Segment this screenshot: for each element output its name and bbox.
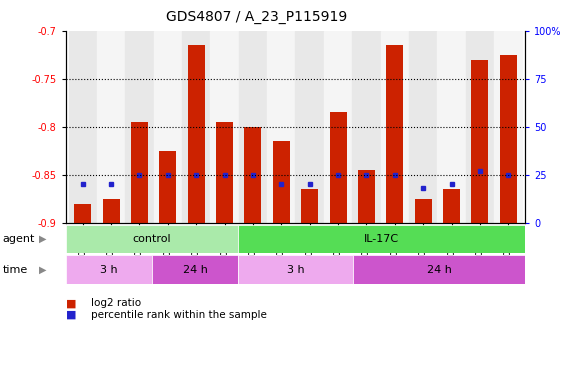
Bar	[494, 31, 522, 223]
Text: IL-17C: IL-17C	[364, 234, 399, 244]
Text: 24 h: 24 h	[427, 265, 452, 275]
Text: percentile rank within the sample: percentile rank within the sample	[91, 310, 267, 320]
Text: agent: agent	[3, 234, 35, 244]
Bar	[296, 31, 324, 223]
Text: 3 h: 3 h	[287, 265, 304, 275]
Bar	[69, 31, 97, 223]
Bar	[97, 31, 125, 223]
Text: 3 h: 3 h	[100, 265, 118, 275]
Bar	[381, 31, 409, 223]
Bar	[154, 31, 182, 223]
Text: time: time	[3, 265, 28, 275]
Bar	[409, 31, 437, 223]
Text: GDS4807 / A_23_P115919: GDS4807 / A_23_P115919	[166, 10, 348, 23]
Bar	[66, 255, 152, 284]
Bar	[472, 60, 488, 223]
Text: control: control	[132, 234, 171, 244]
Bar	[152, 255, 238, 284]
Bar	[188, 45, 204, 223]
Bar	[437, 31, 466, 223]
Text: ■: ■	[66, 310, 76, 320]
Bar	[159, 151, 176, 223]
Bar	[74, 204, 91, 223]
Bar	[103, 199, 119, 223]
Bar	[66, 225, 238, 253]
Bar	[125, 31, 154, 223]
Bar	[238, 255, 353, 284]
Text: ■: ■	[66, 298, 76, 308]
Bar	[301, 189, 318, 223]
Bar	[500, 55, 517, 223]
Bar	[238, 225, 525, 253]
Bar	[387, 45, 403, 223]
Bar	[244, 127, 262, 223]
Bar	[210, 31, 239, 223]
Bar	[324, 31, 352, 223]
Bar	[239, 31, 267, 223]
Bar	[443, 189, 460, 223]
Bar	[352, 31, 381, 223]
Bar	[353, 255, 525, 284]
Bar	[131, 122, 148, 223]
Text: 24 h: 24 h	[183, 265, 207, 275]
Bar	[182, 31, 210, 223]
Bar	[466, 31, 494, 223]
Bar	[329, 113, 347, 223]
Text: ▶: ▶	[39, 265, 47, 275]
Bar	[216, 122, 233, 223]
Bar	[415, 199, 432, 223]
Text: log2 ratio: log2 ratio	[91, 298, 142, 308]
Bar	[358, 170, 375, 223]
Text: ▶: ▶	[39, 234, 47, 244]
Bar	[267, 31, 296, 223]
Bar	[273, 141, 290, 223]
